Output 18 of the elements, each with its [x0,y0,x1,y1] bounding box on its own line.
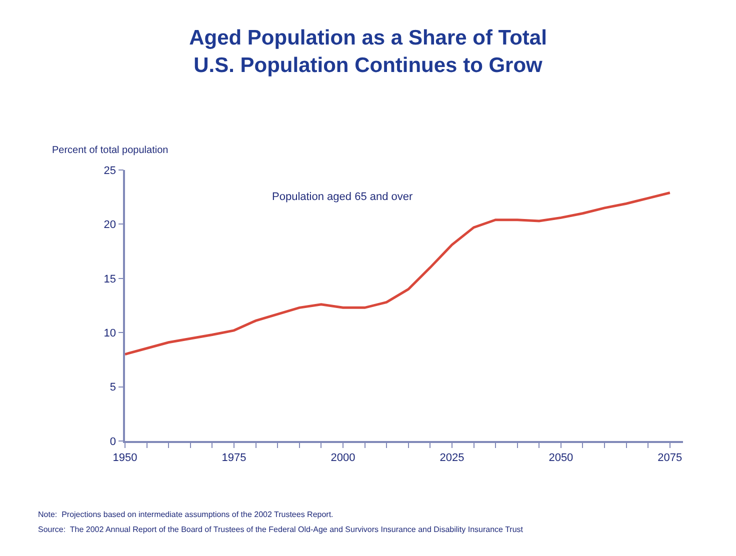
y-axis-title: Percent of total population [52,145,168,156]
y-tick-label: 15 [104,273,116,286]
text: Note: Projections based on intermediate assumptions of the 2002 Trustees Report. [38,510,334,519]
y-tick-label: 10 [104,327,116,340]
source-note: Source: The 2002 Annual Report of the Board of Trustees of the Federal Old-Age and Survivors Insurance and Disability Insurance Trust [38,525,524,534]
x-tick-label: 1950 [112,452,138,464]
x-tick-label: 2050 [548,452,574,464]
x-tick-label: 2000 [330,452,356,464]
y-tick-label: 0 [110,436,116,448]
y-tick-label: 5 [110,382,116,394]
y-tick-label: 25 [104,164,116,177]
line-series [125,192,672,356]
chart-title: Aged Population as a Share of Total U.S. Population Continues to Grow [189,26,547,77]
y-tick-label: 20 [104,219,116,232]
x-tick-label: 1975 [222,452,246,464]
x-tick-label: 2075 [658,452,682,464]
x-tick-label: 2025 [440,452,464,464]
text: Population aged 65 and over [272,191,414,203]
